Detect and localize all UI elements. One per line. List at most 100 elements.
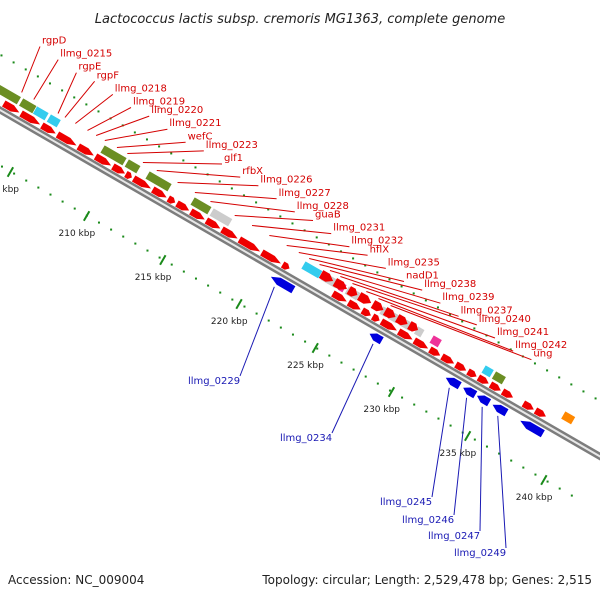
forward-cds-arrow-15 [220,226,238,239]
forward-cds-arrow-row2-8 [407,321,418,332]
tick-dot-outer [509,348,512,351]
gene-label-llmg-0235: llmg_0235 [388,257,440,268]
scale-tick-label-7: 235 kbp [440,449,477,459]
leader-llmg-0226 [177,181,259,187]
reverse-cds-arrow-4 [463,387,478,399]
leader-llmg-0218 [75,94,114,124]
tick-dot-inner [510,459,513,462]
leader-rgpf [64,80,95,118]
tick-dot-outer [558,376,561,379]
tick-dot-inner [279,326,282,329]
gene-label-nadd1: nadD1 [406,271,439,282]
leader-llmg-0240 [352,283,477,326]
tick-dot-inner [558,487,561,490]
forward-cds-arrow-7 [111,163,125,174]
scale-tick-1 [6,166,15,178]
tick-dot-inner [37,186,40,189]
cog-block-18 [428,334,443,349]
tick-dot-inner [25,179,28,182]
tick-dot-inner [158,256,161,259]
scale-tick-labels: 205 kbp 210 kbp 215 kbp 220 kbp 225 kbp 230 k… [0,185,553,503]
gene-label-llmg-0231: llmg_0231 [333,223,385,234]
gene-label-llmg-0229: llmg_0229 [188,376,240,387]
label-leader-lines [21,46,532,549]
tick-dot-inner [485,445,488,448]
forward-cds-arrow-12 [175,200,190,211]
tick-dot-inner [340,361,343,364]
cog-block-6 [123,158,142,175]
tick-dot-inner [49,193,52,196]
gene-label-llmg-0242: llmg_0242 [515,340,567,351]
tick-dot-outer [255,201,258,204]
leader-rfbx [156,169,241,178]
forward-cds-arrow-25 [412,337,429,349]
gene-label-llmg-0240: llmg_0240 [479,314,531,325]
gene-label-llmg-0249: llmg_0249 [454,548,506,559]
gene-label-guab: guaB [315,210,341,221]
scale-tick-4 [235,298,243,310]
tick-dot-inner [61,200,64,203]
forward-cds-arrow-5 [76,143,94,156]
scale-tick-7 [464,430,472,442]
tick-dot-outer [533,362,536,365]
tick-dot-outer [218,180,221,183]
leader-llmg-0215 [33,59,59,100]
reverse-strand-cds-track [270,276,545,438]
scale-tick-label-1: 205 kbp [0,185,19,195]
tick-dot-inner [534,473,537,476]
scale-ticks [6,166,548,486]
gene-label-llmg-0239: llmg_0239 [442,292,494,303]
forward-cds-arrow-row2-1 [318,270,334,282]
leader-llmg-0237 [340,276,459,317]
tick-dot-inner [328,354,331,357]
gene-label-wefc: wefC [188,131,213,142]
leader-llmg-0246 [453,397,468,516]
tick-dot-inner [352,368,355,371]
tick-dot-outer [85,103,88,106]
gene-label-rfbx: rfbX [242,166,263,177]
forward-cds-arrow-row2-5 [370,300,384,312]
leader-rgpd [21,46,41,93]
leader-llmg-0247 [479,406,483,532]
leader-llmg-0245 [431,387,450,498]
scale-tick-label-3: 215 kbp [135,273,172,283]
forward-strand-cds-track [2,100,546,417]
gene-label-llmg-0237: llmg_0237 [461,305,513,316]
leader-llmg-0249 [497,415,507,549]
tick-dot-outer [279,215,282,218]
tick-dot-inner [291,333,294,336]
leader-ung [390,305,532,361]
tick-dot-outer [582,390,585,393]
gene-label-llmg-0241: llmg_0241 [497,327,549,338]
tick-dot-outer [36,75,39,78]
forward-cds-arrow-33 [521,400,534,410]
gene-label-llmg-0218: llmg_0218 [115,83,167,94]
tick-dot-inner [449,424,452,427]
forward-cds-arrow-32 [500,388,513,398]
cog-category-tracks [0,84,577,426]
forward-cds-arrow-13 [189,208,205,220]
tick-dot-inner [0,165,3,168]
cog-block-7 [144,170,173,193]
tick-dot-inner [522,466,525,469]
leader-llmg-0229 [239,286,275,377]
gene-label-llmg-0226: llmg_0226 [260,175,312,186]
tick-dot-outer [133,131,136,134]
gene-label-rgpf: rgpF [97,70,120,81]
tick-dot-outer [461,320,464,323]
tick-dot-inner [134,242,137,245]
tick-dot-inner [364,375,367,378]
tick-dot-outer [424,299,427,302]
tick-dot-outer [388,278,391,281]
cog-block-5 [99,144,128,167]
tick-dots [0,54,597,497]
leader-llmg-0227 [194,191,277,200]
tick-dot-outer [12,61,15,64]
scale-tick-3 [159,254,167,266]
tick-dot-outer [339,250,342,253]
gene-label-llmg-0247: llmg_0247 [428,531,480,542]
gene-label-ung: ung [533,349,552,360]
forward-cds-arrow-6 [93,153,112,166]
